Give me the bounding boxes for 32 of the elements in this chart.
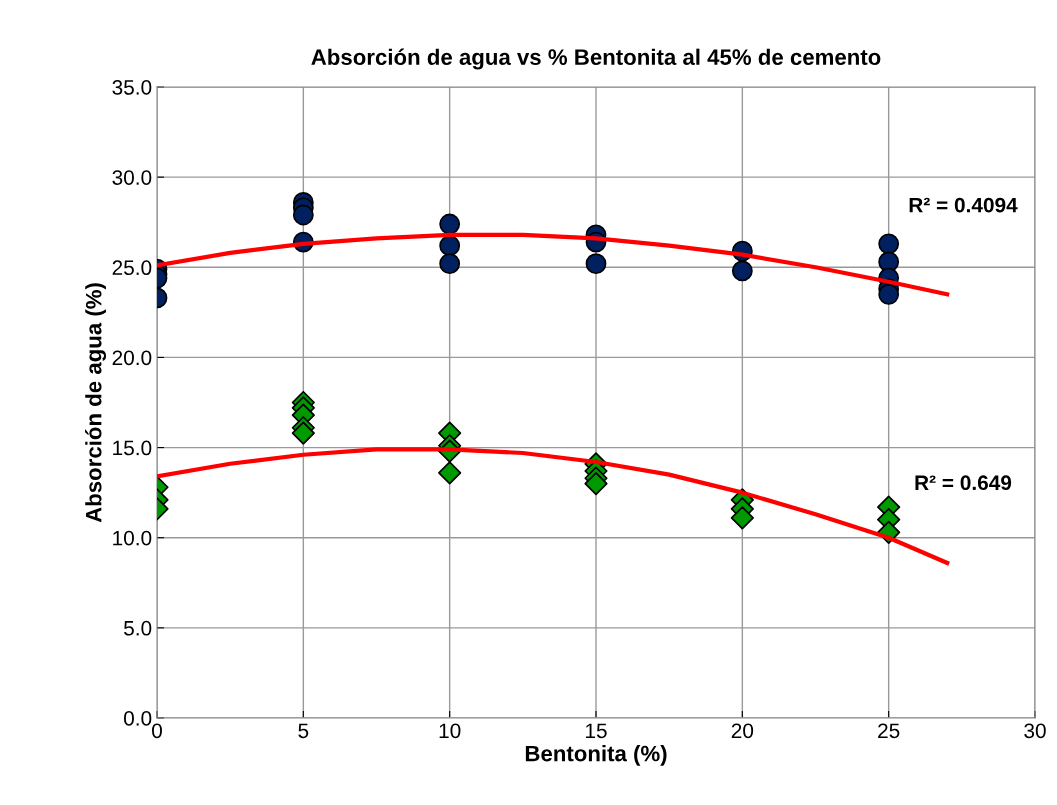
annotation: R² = 0.4094 [909, 197, 1018, 213]
y-tick-label: 30.0 [112, 170, 152, 185]
point [439, 235, 461, 257]
point [878, 233, 900, 255]
x-tick-label: 15 [586, 723, 607, 739]
point [584, 472, 608, 496]
x-axis-title: Bentonita (%) [525, 745, 667, 766]
point [439, 253, 461, 275]
y-axis-title: Absorción de agua (%) [85, 283, 107, 523]
x-tick-label: 0 [152, 723, 162, 739]
y-tick-label: 15.0 [113, 440, 152, 456]
y-tick-label: 10.0 [113, 530, 152, 546]
x-tick-label: 10 [439, 723, 461, 739]
x-tick-label: 5 [298, 723, 309, 739]
point [291, 421, 315, 445]
point [438, 461, 462, 485]
x-tick-label: 25 [878, 723, 900, 739]
point [731, 260, 753, 282]
y-tick-label: 20.0 [112, 350, 152, 366]
annotation: R² = 0.649 [915, 475, 1012, 491]
point [878, 283, 900, 305]
point [292, 204, 314, 226]
point [585, 253, 607, 275]
y-tick-label: 35.0 [112, 80, 152, 95]
point [439, 213, 461, 235]
x-tick-label: 20 [731, 723, 754, 739]
point [730, 506, 754, 530]
y-tick-label: 5.0 [124, 620, 152, 636]
chart-title: Absorción de agua vs % Bentonita al 45% de cemento [311, 48, 881, 70]
y-tick-label: 25.0 [112, 260, 152, 276]
y-tick-label: 0.0 [123, 711, 152, 726]
x-tick-label: 30 [1024, 723, 1046, 739]
